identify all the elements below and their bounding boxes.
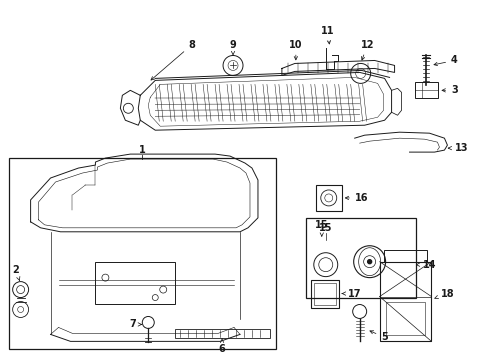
Text: 1: 1 [139, 145, 145, 155]
Text: 17: 17 [342, 289, 361, 298]
Text: 9: 9 [229, 40, 236, 55]
Text: 5: 5 [369, 331, 387, 342]
Bar [95, 262, 175, 303]
Text: 16: 16 [345, 193, 367, 203]
Text: 8: 8 [151, 40, 195, 80]
Text: 2: 2 [12, 265, 20, 280]
Text: 11: 11 [320, 26, 334, 44]
Text: 18: 18 [434, 289, 453, 299]
Bar [383, 250, 427, 262]
Text: 6: 6 [218, 339, 225, 354]
Bar [315, 185, 341, 211]
Text: 14: 14 [415, 260, 435, 270]
Text: 4: 4 [433, 55, 457, 66]
Bar [379, 262, 430, 341]
Bar [310, 280, 338, 307]
Bar [414, 82, 438, 98]
Bar [305, 218, 415, 298]
Circle shape [367, 260, 371, 264]
Text: 10: 10 [288, 40, 302, 60]
Bar [385, 302, 425, 336]
Text: 15: 15 [314, 220, 328, 236]
Text: 12: 12 [360, 40, 374, 60]
Bar [175, 329, 269, 338]
Text: 13: 13 [447, 143, 467, 153]
Text: 7: 7 [129, 319, 142, 329]
Text: 15: 15 [318, 223, 332, 233]
Bar [9, 158, 275, 349]
Bar [313, 283, 335, 305]
Text: 3: 3 [441, 85, 457, 95]
